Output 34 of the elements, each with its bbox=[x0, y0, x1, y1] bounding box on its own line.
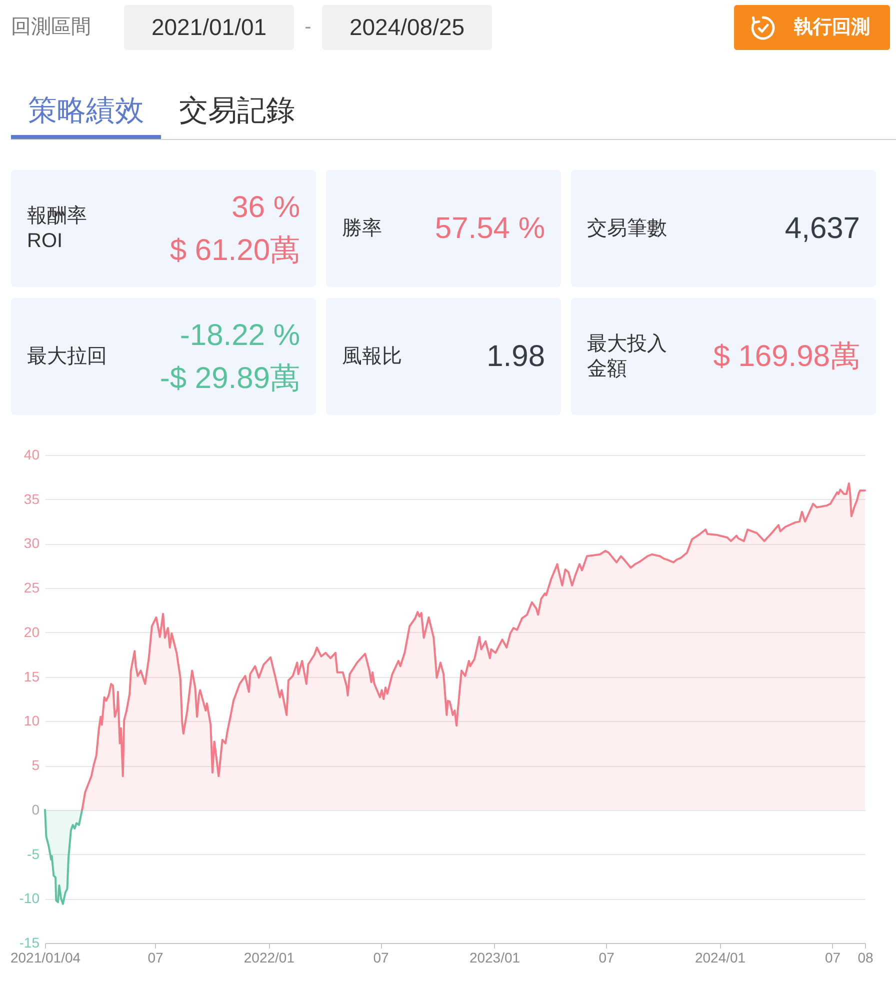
date-field: 2021/01/01 bbox=[124, 5, 294, 50]
y-tick-label: 15 bbox=[24, 668, 40, 684]
x-tick-label: 08 bbox=[858, 950, 874, 966]
x-tick-label: 2021/01/04 bbox=[10, 950, 81, 966]
y-tick-label: -10 bbox=[19, 890, 40, 906]
stat-card: 最大投入金額 $ 169.98萬 bbox=[571, 298, 876, 415]
stat-card: 報酬率 ROI 36 % $ 61.20萬 bbox=[11, 170, 316, 287]
text: - bbox=[304, 15, 312, 40]
y-tick-label: 10 bbox=[24, 712, 40, 729]
x-tick-label: 07 bbox=[148, 950, 164, 966]
y-tick-label: -5 bbox=[27, 846, 40, 862]
y-tick-label: -15 bbox=[19, 934, 40, 950]
y-tick-label: 25 bbox=[24, 580, 40, 596]
x-tick-label: 07 bbox=[598, 950, 615, 966]
x-tick-label: 07 bbox=[373, 950, 390, 966]
text: 回測區間 bbox=[11, 15, 91, 40]
stat-card: 交易筆數 4,637 bbox=[571, 170, 876, 287]
stat-card: 風報比 1.98 bbox=[326, 298, 561, 415]
y-tick-label: 20 bbox=[24, 624, 40, 640]
x-tick-label: 07 bbox=[824, 950, 841, 966]
date-field: 2024/08/25 bbox=[322, 5, 492, 50]
stat-card: 最大拉回 -18.22 % -$ 29.89萬 bbox=[11, 298, 316, 415]
y-tick-label: 0 bbox=[32, 801, 40, 818]
y-tick-label: 30 bbox=[24, 535, 40, 552]
y-tick-label: 40 bbox=[24, 446, 40, 462]
y-tick-label: 35 bbox=[24, 490, 40, 507]
stat-card: 勝率 57.54 % bbox=[326, 170, 561, 287]
y-tick-label: 5 bbox=[32, 757, 40, 774]
x-tick-label: 2023/01 bbox=[469, 950, 520, 966]
text: 策略績效 bbox=[27, 94, 145, 129]
x-tick-label: 2024/01 bbox=[694, 950, 746, 966]
button: 執行回測 bbox=[734, 5, 890, 50]
x-tick-label: 2022/01 bbox=[244, 950, 295, 966]
text: 交易記錄 bbox=[178, 94, 296, 129]
